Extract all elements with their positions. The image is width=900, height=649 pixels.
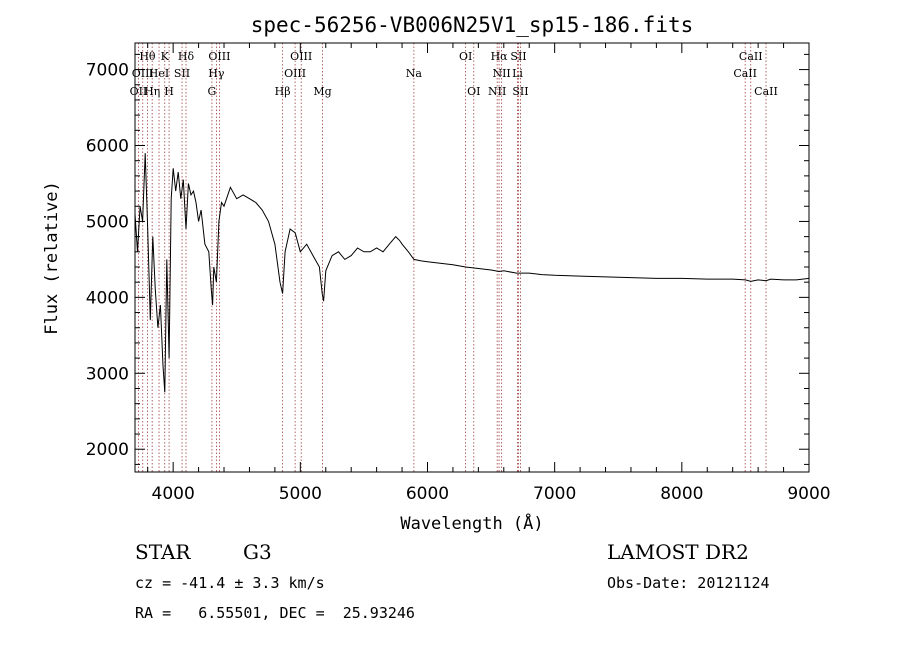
x-tick-label: 8000 (660, 484, 703, 504)
spectral-line-label: H (164, 85, 174, 98)
spectral-line-label: K (161, 50, 170, 63)
spectral-line-label: CaII (733, 67, 757, 80)
y-tick-label: 6000 (86, 137, 129, 157)
spectral-line-label: SII (510, 50, 526, 63)
spectral-line-label: Hθ (139, 50, 156, 63)
x-tick-label: 6000 (406, 484, 449, 504)
spectral-line-label: NII (492, 67, 510, 80)
spectral-line-labels: OIIHθOIIIHηHeIKHSIIHδGHγOIIIHβOIIIOIIIMg… (130, 50, 778, 98)
plot-frame (134, 42, 810, 473)
sky-coordinates: RA = 6.55501, DEC = 25.93246 (135, 604, 415, 622)
spectral-line-label: OII (130, 85, 148, 98)
x-axis-ticks: 4000 5000 6000 7000 8000 9000 (147, 43, 831, 504)
spectral-line-label: OIII (208, 50, 230, 63)
spectral-line-label: OIII (284, 67, 306, 80)
spectral-line-label: OIII (132, 67, 154, 80)
spectral-line-label: Hγ (208, 67, 225, 80)
spectral-line-label: CaII (754, 85, 778, 98)
y-tick-label: 2000 (86, 440, 129, 460)
x-tick-label: 9000 (787, 484, 830, 504)
x-tick-label: 4000 (152, 484, 195, 504)
spectral-line-label: Mg (313, 85, 331, 98)
spectral-line-label: NII (488, 85, 506, 98)
y-axis-label: Flux (relative) (42, 181, 62, 335)
spectral-line-markers (138, 43, 767, 472)
redshift-velocity: cz = -41.4 ± 3.3 km/s (135, 574, 325, 592)
x-tick-label: 7000 (533, 484, 576, 504)
spectral-line-label: CaII (739, 50, 763, 63)
spectral-line-label: SII (512, 85, 528, 98)
y-tick-label: 4000 (86, 288, 129, 308)
spectral-line-label: Hη (144, 85, 160, 98)
spectral-line-label: Hα (491, 50, 509, 63)
spectral-line-label: SII (174, 67, 190, 80)
spectral-line-label: OI (467, 85, 480, 98)
y-tick-label: 5000 (86, 212, 129, 232)
y-tick-label: 3000 (86, 364, 129, 384)
spectral-line-label: Na (406, 67, 423, 80)
observation-date: Obs-Date: 20121124 (607, 574, 770, 592)
spectrum-line (134, 153, 810, 393)
chart-title: spec-56256-VB006N25V1_sp15-186.fits (251, 13, 694, 37)
spectral-line-label: Hδ (178, 50, 195, 63)
x-axis-label: Wavelength (Å) (400, 512, 543, 534)
x-tick-label: 5000 (279, 484, 322, 504)
y-tick-label: 7000 (86, 61, 129, 81)
object-class: STAR (135, 540, 191, 564)
survey-name: LAMOST DR2 (607, 540, 749, 564)
y-axis-ticks: 2000 3000 4000 5000 6000 7000 (86, 53, 809, 465)
object-subclass: G3 (243, 540, 272, 564)
spectral-line-label: Li (512, 67, 523, 80)
spectral-line-label: HeI (149, 67, 169, 80)
spectral-line-label: G (208, 85, 217, 98)
spectral-line-label: Hβ (275, 85, 291, 98)
spectral-line-label: OI (459, 50, 472, 63)
spectral-line-label: OIII (290, 50, 312, 63)
